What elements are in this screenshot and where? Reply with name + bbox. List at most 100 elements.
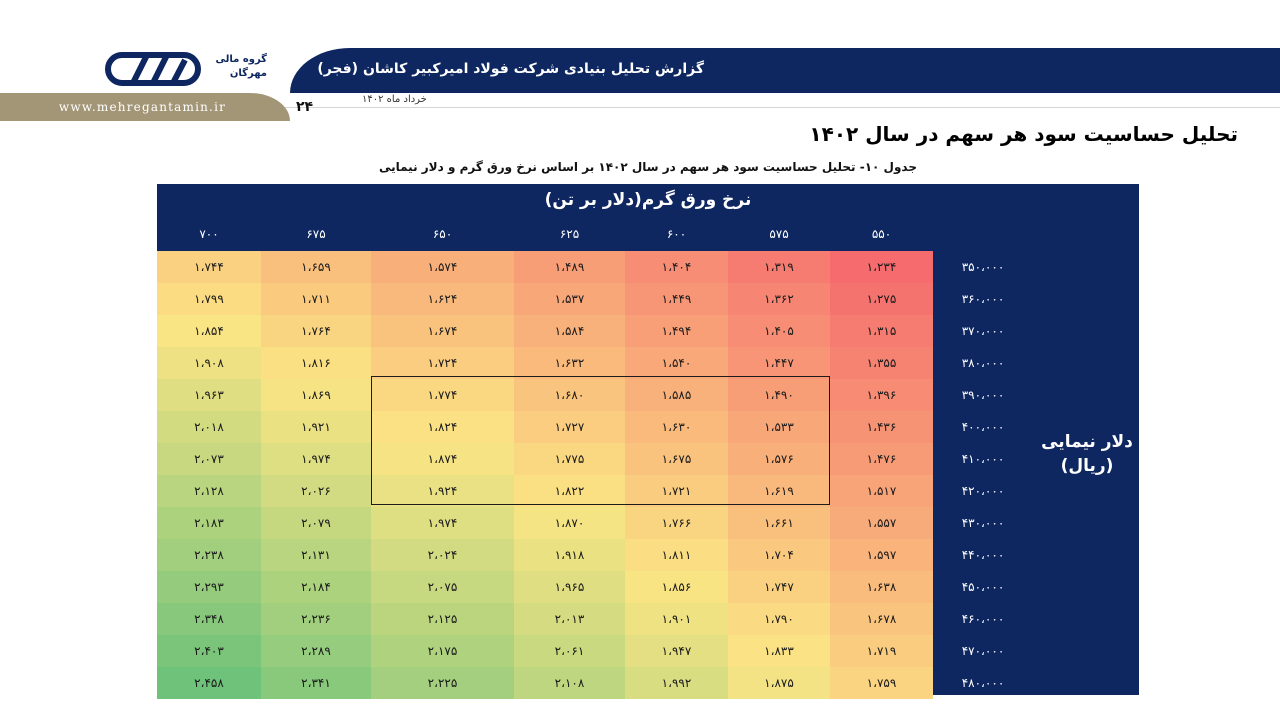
table-cell: ۲،۲۳۸ <box>157 539 261 571</box>
table-cell: ۱،۵۳۳ <box>728 411 830 443</box>
table-cell: ۲،۰۷۵ <box>371 571 514 603</box>
table-cell: ۱،۷۷۵ <box>514 443 625 475</box>
table-cell: ۱،۴۳۶ <box>830 411 933 443</box>
table-cell: ۱،۷۰۴ <box>728 539 830 571</box>
table-cell: ۱،۷۲۴ <box>371 347 514 379</box>
row-axis-label-line1: دلار نیمایی <box>1041 432 1133 452</box>
table-cell: ۱،۶۷۸ <box>830 603 933 635</box>
table-cell: ۲،۰۱۸ <box>157 411 261 443</box>
table-cell: ۱،۶۶۱ <box>728 507 830 539</box>
table-cell: ۱،۸۷۴ <box>371 443 514 475</box>
table-cell: ۱،۸۲۴ <box>371 411 514 443</box>
table-cell: ۲،۲۳۶ <box>261 603 371 635</box>
row-header: ۴۰۰،۰۰۰ <box>961 420 1005 434</box>
table-cell: ۲،۴۰۳ <box>157 635 261 667</box>
column-header: ۶۰۰ <box>666 227 687 241</box>
table-cell: ۱،۵۸۵ <box>625 379 728 411</box>
table-cell: ۱،۹۷۴ <box>371 507 514 539</box>
table-cell: ۱،۴۴۹ <box>625 283 728 315</box>
website-bar <box>0 93 290 121</box>
table-cell: ۱،۷۴۷ <box>728 571 830 603</box>
table-cell: ۱،۹۹۲ <box>625 667 728 699</box>
table-cell: ۱،۶۸۰ <box>514 379 625 411</box>
table-cell: ۱،۹۷۴ <box>261 443 371 475</box>
row-header: ۴۴۰،۰۰۰ <box>961 548 1005 562</box>
table-cell: ۲،۳۴۸ <box>157 603 261 635</box>
row-header: ۳۶۰،۰۰۰ <box>961 292 1005 306</box>
row-axis-label-line2: (ریال) <box>1060 456 1114 476</box>
table-cell: ۱،۴۹۰ <box>728 379 830 411</box>
table-cell: ۱،۹۰۱ <box>625 603 728 635</box>
row-header: ۴۱۰،۰۰۰ <box>961 452 1005 466</box>
column-header: ۶۵۰ <box>432 227 453 241</box>
row-header: ۳۵۰،۰۰۰ <box>961 260 1005 274</box>
row-header: ۴۵۰،۰۰۰ <box>961 580 1005 594</box>
table-cell: ۲،۰۲۴ <box>371 539 514 571</box>
table-cell: ۲،۱۲۸ <box>157 475 261 507</box>
table-cell: ۱،۷۹۹ <box>157 283 261 315</box>
table-cell: ۲،۰۲۶ <box>261 475 371 507</box>
row-header: ۳۷۰،۰۰۰ <box>961 324 1005 338</box>
table-cell: ۲،۲۸۹ <box>261 635 371 667</box>
table-cell: ۲،۱۰۸ <box>514 667 625 699</box>
table-cell: ۱،۲۳۴ <box>830 251 933 283</box>
table-cell: ۱،۳۹۶ <box>830 379 933 411</box>
table-cell: ۱،۷۱۹ <box>830 635 933 667</box>
table-cell: ۱،۵۴۰ <box>625 347 728 379</box>
page-number: ۲۴ <box>296 99 314 115</box>
table-cell: ۱،۵۹۷ <box>830 539 933 571</box>
table-cell: ۱،۴۰۵ <box>728 315 830 347</box>
table-cell: ۱،۲۷۵ <box>830 283 933 315</box>
table-cell: ۱،۸۶۹ <box>261 379 371 411</box>
column-axis-label: نرخ ورق گرم(دلار بر تن) <box>544 190 752 210</box>
header-band <box>290 48 1280 93</box>
row-axis-label: دلار نیمایی (ریال) <box>1035 430 1139 478</box>
row-header: ۴۳۰،۰۰۰ <box>961 516 1005 530</box>
table-cell: ۱،۶۲۴ <box>371 283 514 315</box>
table-cell: ۱،۴۸۹ <box>514 251 625 283</box>
table-cell: ۲،۱۷۵ <box>371 635 514 667</box>
row-header: ۴۸۰،۰۰۰ <box>961 676 1005 690</box>
table-cell: ۱،۵۷۴ <box>371 251 514 283</box>
website-link[interactable]: www.mehregantamin.ir <box>58 100 227 114</box>
section-title: تحلیل حساسیت سود هر سهم در سال ۱۴۰۲ <box>809 122 1238 146</box>
table-cell: ۱،۸۵۴ <box>157 315 261 347</box>
table-cell: ۱،۴۷۶ <box>830 443 933 475</box>
table-cell: ۱،۷۹۰ <box>728 603 830 635</box>
table-cell: ۱،۵۱۷ <box>830 475 933 507</box>
table-cell: ۱،۵۸۴ <box>514 315 625 347</box>
table-cell: ۱،۴۴۷ <box>728 347 830 379</box>
table-cell: ۱،۸۵۶ <box>625 571 728 603</box>
table-cell: ۱،۷۶۴ <box>261 315 371 347</box>
row-header: ۳۹۰،۰۰۰ <box>961 388 1005 402</box>
table-cell: ۱،۷۴۴ <box>157 251 261 283</box>
table-cell: ۱،۹۰۸ <box>157 347 261 379</box>
table-cell: ۱،۴۹۴ <box>625 315 728 347</box>
table-cell: ۱،۳۵۵ <box>830 347 933 379</box>
table-cell: ۱،۸۱۱ <box>625 539 728 571</box>
table-cell: ۱،۶۱۹ <box>728 475 830 507</box>
table-cell: ۱،۶۳۰ <box>625 411 728 443</box>
table-cell: ۲،۱۳۱ <box>261 539 371 571</box>
table-cell: ۱،۸۳۳ <box>728 635 830 667</box>
logo-text-name: مهرگان <box>229 68 267 79</box>
table-cell: ۱،۷۶۶ <box>625 507 728 539</box>
table-cell: ۱،۶۷۵ <box>625 443 728 475</box>
table-cell: ۱،۶۷۴ <box>371 315 514 347</box>
table-cell: ۲،۴۵۸ <box>157 667 261 699</box>
table-cell: ۱،۶۵۹ <box>261 251 371 283</box>
row-header: ۴۷۰،۰۰۰ <box>961 644 1005 658</box>
column-header: ۵۵۰ <box>871 227 892 241</box>
table-cell: ۲،۰۷۳ <box>157 443 261 475</box>
table-cell: ۱،۸۷۵ <box>728 667 830 699</box>
table-cell: ۱،۳۶۲ <box>728 283 830 315</box>
sensitivity-table: نرخ ورق گرم(دلار بر تن) دلار نیمایی (ریا… <box>157 184 1139 699</box>
table-cell: ۱،۹۲۱ <box>261 411 371 443</box>
table-cell: ۲،۲۲۵ <box>371 667 514 699</box>
logo-text-group: گروه مالی <box>215 54 267 65</box>
column-header: ۶۲۵ <box>559 227 580 241</box>
table-cell: ۱،۷۱۱ <box>261 283 371 315</box>
report-date: خرداد ماه ۱۴۰۲ <box>362 94 427 105</box>
row-header: ۴۲۰،۰۰۰ <box>961 484 1005 498</box>
table-cell: ۲،۰۷۹ <box>261 507 371 539</box>
